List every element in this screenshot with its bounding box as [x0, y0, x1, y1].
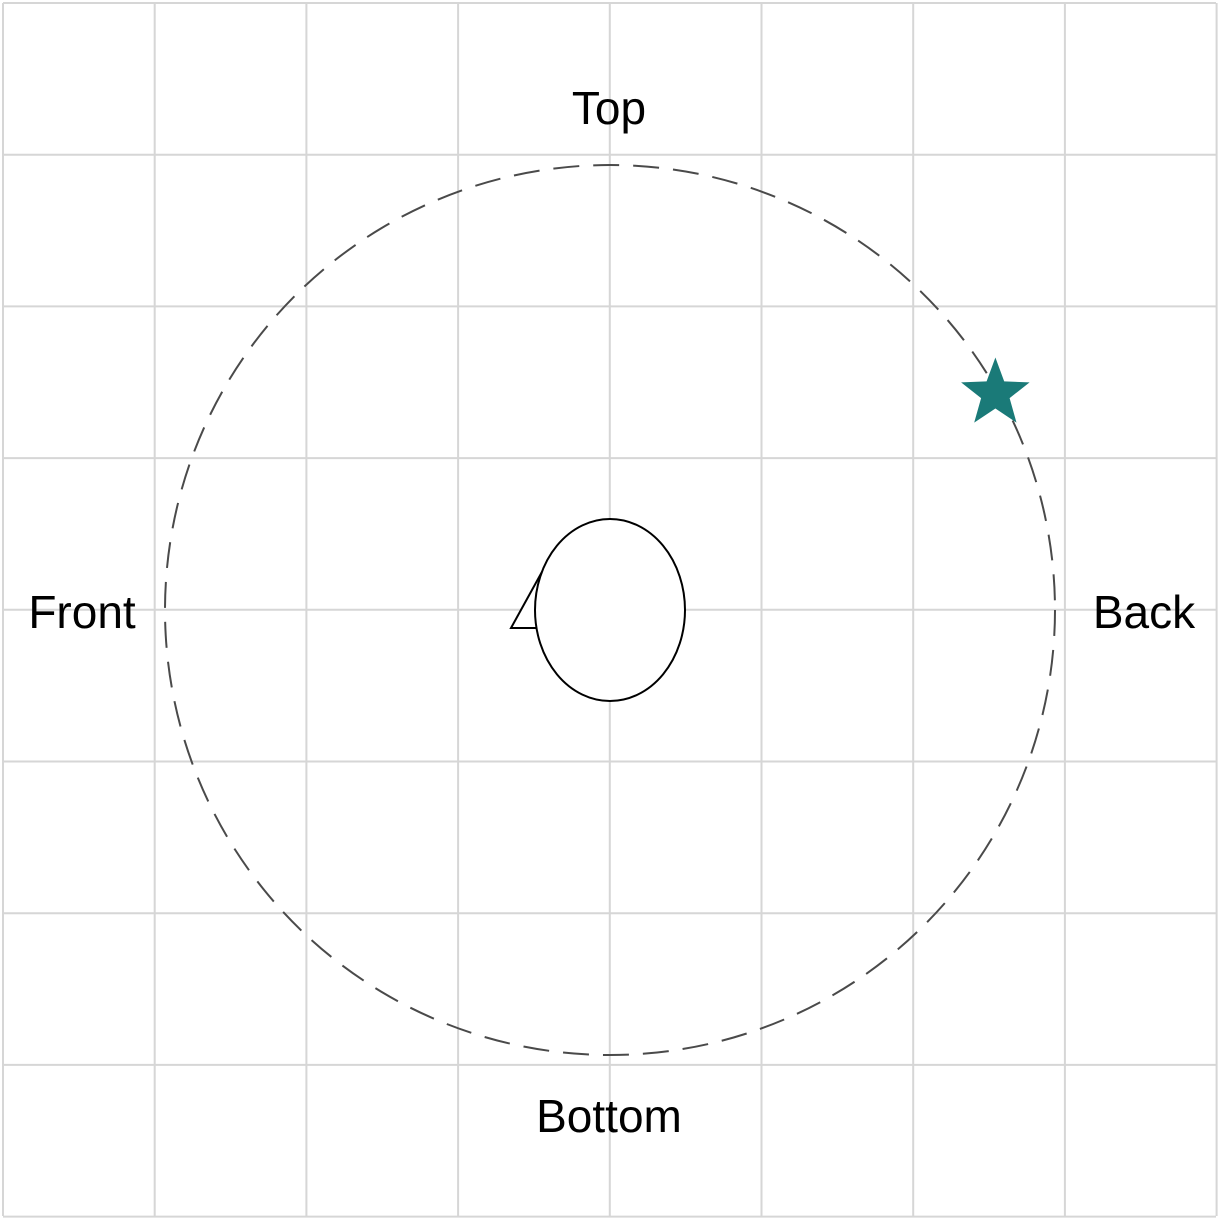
label-back: Back	[1093, 586, 1196, 638]
label-bottom: Bottom	[536, 1090, 682, 1142]
orbit-circle	[164, 164, 1056, 1056]
label-front: Front	[28, 586, 136, 638]
label-top: Top	[572, 82, 646, 134]
head-outline	[534, 518, 686, 702]
listener-head	[509, 518, 686, 702]
star-icon	[961, 357, 1030, 423]
